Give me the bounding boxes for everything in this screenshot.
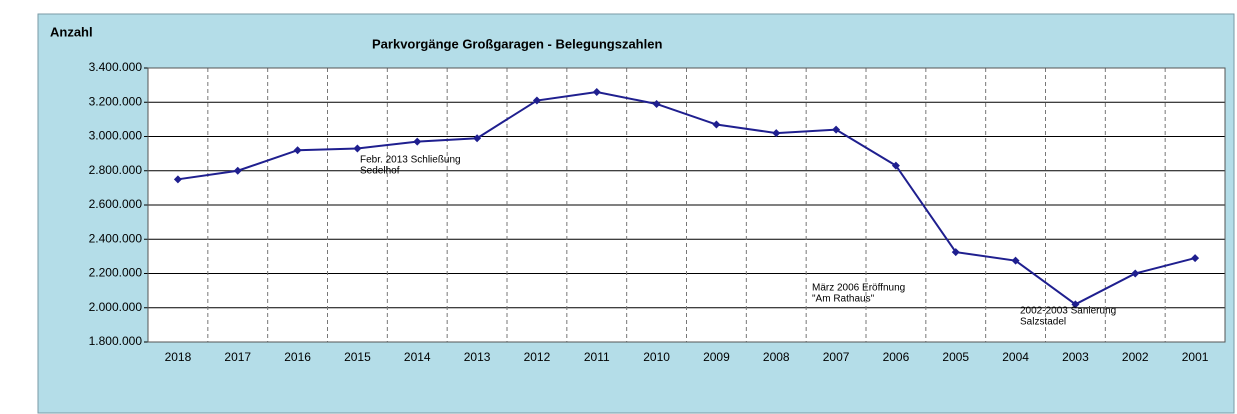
data-point [652, 99, 661, 108]
annotation: Sedelhof [360, 166, 400, 177]
data-point [1131, 269, 1140, 278]
x-tick-label: 2006 [883, 350, 910, 364]
plot-border [147, 67, 1226, 343]
y-tick-label: 1.800.000 [89, 334, 143, 348]
annotation: März 2006 Eröffnung [812, 283, 905, 294]
chart-title: Parkvorgänge Großgaragen - Belegungszahl… [372, 36, 662, 51]
x-tick-label: 2013 [464, 350, 491, 364]
data-point [772, 129, 781, 138]
x-tick-label: 2002 [1122, 350, 1149, 364]
y-tick-label: 3.000.000 [89, 129, 143, 143]
data-point [1071, 300, 1080, 309]
x-tick-label: 2015 [344, 350, 371, 364]
x-tick-label: 2010 [643, 350, 670, 364]
x-tick-label: 2004 [1002, 350, 1029, 364]
x-tick-label: 2018 [165, 350, 192, 364]
data-point [413, 137, 422, 146]
data-point [1191, 254, 1200, 263]
annotation: Salzstadel [1020, 317, 1066, 328]
data-point [951, 248, 960, 257]
x-tick-label: 2005 [942, 350, 969, 364]
data-point [1011, 256, 1020, 265]
data-point [173, 175, 182, 184]
data-point [712, 120, 721, 129]
y-tick-label: 2.800.000 [89, 163, 143, 177]
x-tick-label: 2009 [703, 350, 730, 364]
x-tick-label: 2003 [1062, 350, 1089, 364]
y-tick-label: 3.400.000 [89, 60, 143, 74]
data-point [592, 87, 601, 96]
data-line [177, 90, 1196, 306]
data-point [353, 144, 362, 153]
y-axis-label: Anzahl [50, 24, 93, 39]
annotation: "Am Rathaus" [812, 294, 875, 305]
x-tick-label: 2012 [524, 350, 551, 364]
y-tick-label: 2.200.000 [89, 266, 143, 280]
x-tick-label: 2011 [584, 350, 610, 364]
x-tick-label: 2016 [284, 350, 311, 364]
data-point [891, 161, 900, 170]
x-tick-label: 2001 [1182, 350, 1209, 364]
x-tick-label: 2014 [404, 350, 431, 364]
y-tick-label: 2.000.000 [89, 300, 143, 314]
y-tick-label: 2.400.000 [89, 231, 143, 245]
data-point [233, 166, 242, 175]
x-tick-label: 2017 [224, 350, 251, 364]
annotation: 2002-2003 Sanierung [1020, 306, 1116, 317]
y-tick-label: 2.600.000 [89, 197, 143, 211]
x-tick-label: 2008 [763, 350, 790, 364]
x-tick-label: 2007 [823, 350, 850, 364]
data-point [832, 125, 841, 134]
data-point [293, 146, 302, 155]
data-point [532, 96, 541, 105]
data-point [473, 134, 482, 143]
y-tick-label: 3.200.000 [89, 94, 143, 108]
annotation: Febr. 2013 Schließung [360, 155, 461, 166]
